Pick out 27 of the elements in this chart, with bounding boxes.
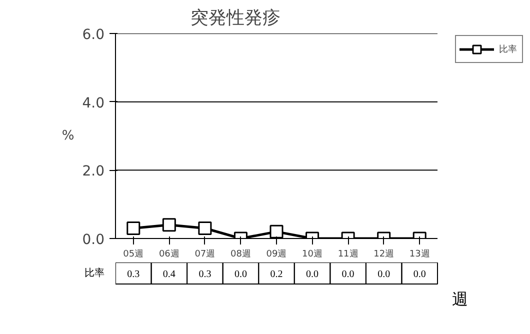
data-label: 0.4: [162, 268, 176, 280]
chart-title: 突発性発疹: [190, 8, 280, 28]
x-tick-label: 05週: [123, 248, 144, 260]
x-tick-label: 06週: [158, 248, 180, 260]
x-tick-label: 09週: [266, 248, 287, 260]
data-label: 0.3: [198, 268, 212, 280]
data-label: 0.0: [342, 268, 354, 280]
x-axis-title: 週: [452, 292, 468, 309]
legend-label: 比率: [499, 44, 518, 56]
data-label: 0.0: [378, 268, 390, 280]
data-label: 0.3: [127, 268, 140, 280]
x-tick-label: 10週: [302, 248, 323, 260]
y-tick-label: 6.0: [82, 27, 104, 43]
x-tick-label: 12週: [374, 248, 394, 260]
y-tick-label: 2.0: [82, 164, 104, 180]
data-label: 0.0: [234, 268, 247, 280]
x-tick-label: 08週: [230, 248, 251, 260]
data-label: 0.0: [413, 268, 426, 280]
text: 比率: [84, 268, 104, 279]
x-tick-label: 11週: [338, 248, 358, 260]
data-label: 0.0: [306, 268, 319, 280]
data-label: 0.2: [270, 268, 283, 280]
y-tick-label: 0.0: [82, 232, 104, 248]
x-tick-label: 13週: [409, 248, 430, 260]
y-tick-label: 4.0: [82, 95, 104, 112]
y-axis-title: %: [62, 128, 74, 144]
x-tick-label: 07週: [194, 248, 216, 260]
